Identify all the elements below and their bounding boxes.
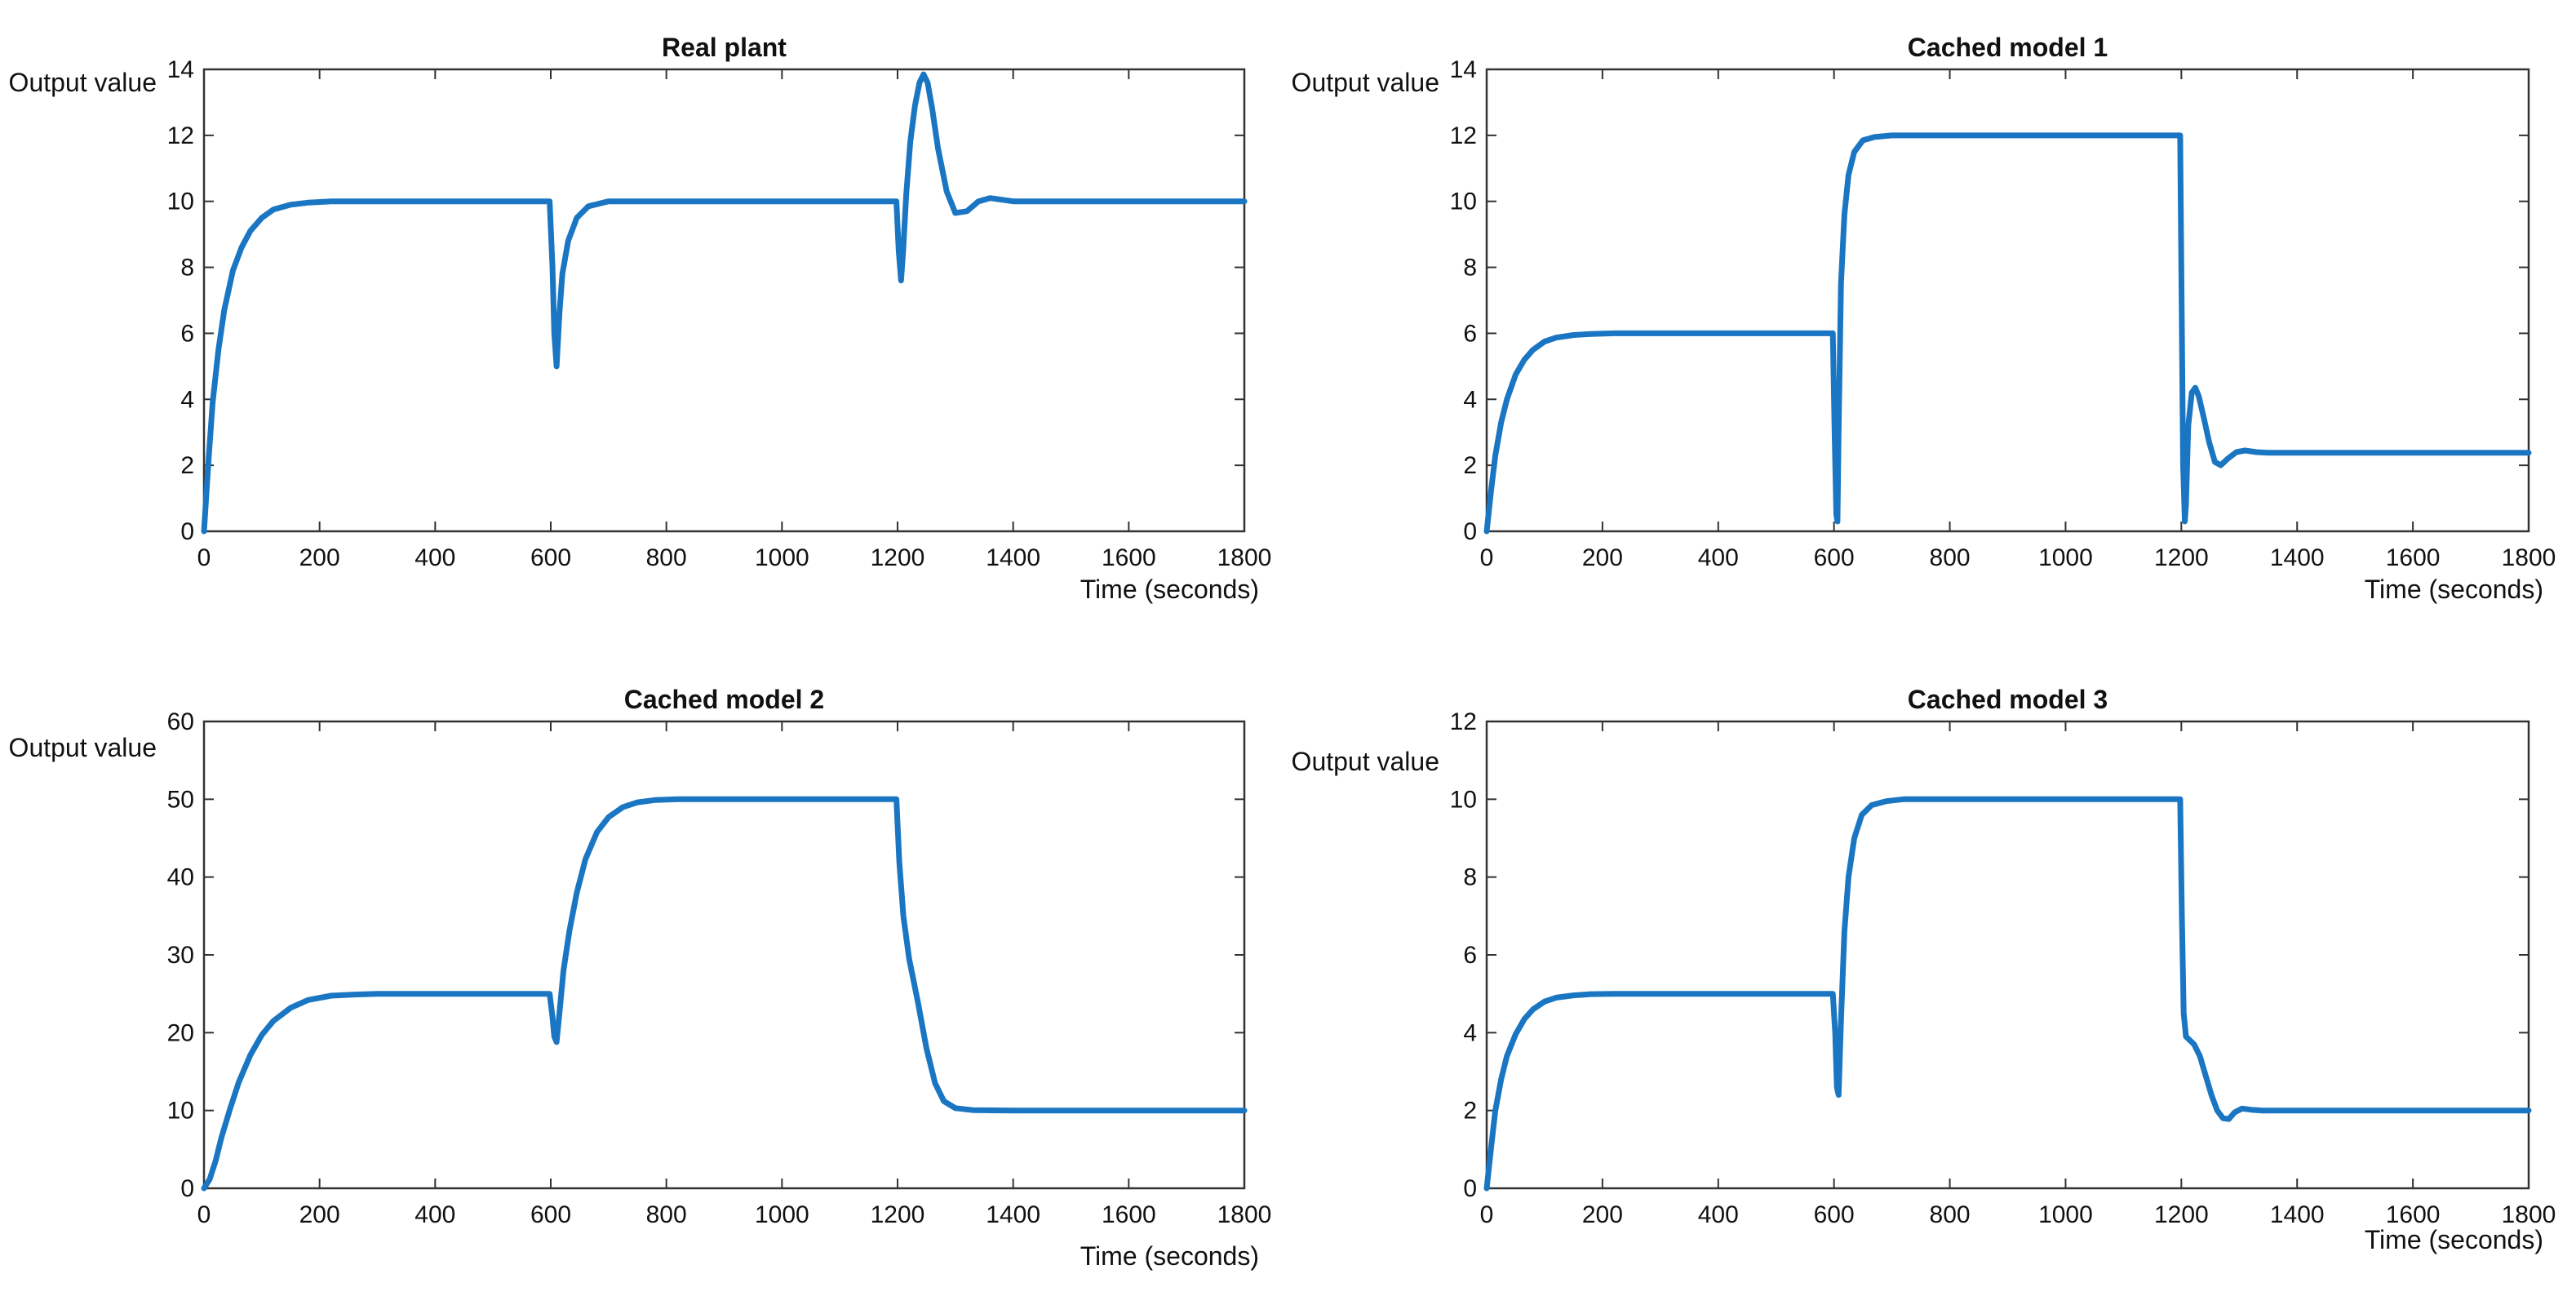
x-tick-label: 1000 [755,544,809,571]
y-tick-label: 10 [167,189,194,215]
x-tick-label: 0 [197,544,211,571]
y-axis-label: Output value [9,733,157,762]
x-tick-label: 1000 [755,1201,809,1228]
x-tick-label: 800 [646,544,687,571]
panel-cached-model-3: 0 200 400 600 800 1000 1200 1400 1600 1800 0 2 4 6 8 10… [1292,685,2556,1254]
y-tick-label: 2 [1463,1098,1477,1125]
x-tick-label: 1800 [2502,544,2556,571]
x-tick-label: 1000 [2038,1201,2093,1228]
y-axis-label: Output value [1292,68,1439,97]
x-tick-label: 1600 [2386,544,2441,571]
x-tick-label: 0 [1480,544,1494,571]
y-tick-label: 8 [180,255,194,282]
x-tick-label: 1800 [2502,1201,2556,1228]
x-tick-label: 200 [1582,1201,1623,1228]
y-tick-label: 12 [167,122,194,149]
tick-group: 0 200 400 600 800 1000 1200 1400 1600 1800 0 10 20 30… [167,708,1272,1228]
axes-frame [1485,720,2530,1190]
y-tick-label: 10 [167,1098,194,1125]
x-tick-label: 1400 [2270,1201,2325,1228]
tick-group: 0 200 400 600 800 1000 1200 1400 1600 1800 0 2 4 6 8 10… [1450,56,2556,571]
x-tick-label: 1600 [1102,1201,1156,1228]
chart-title: Real plant [662,33,787,62]
x-tick-label: 800 [1930,1201,1971,1228]
series-line-output [1483,796,2532,1192]
y-tick-label: 40 [167,864,194,891]
y-tick-label: 4 [180,386,194,413]
chart-title: Cached model 1 [1908,33,2108,62]
x-tick-label: 1400 [2270,544,2325,571]
x-tick-label: 400 [1698,1201,1739,1228]
axes-frame [1485,68,2530,533]
x-axis-label: Time (seconds) [1080,1241,1259,1271]
axes-frame [202,68,1246,533]
axes-frame [202,720,1246,1190]
x-tick-label: 1200 [2154,1201,2209,1228]
panel-real-plant: 0 200 400 600 800 1000 1200 1400 1600 1800 0 2 4 6 8 10… [9,33,1272,604]
y-tick-label: 6 [1463,942,1477,969]
x-tick-label: 1200 [871,544,925,571]
y-tick-label: 50 [167,786,194,813]
x-tick-label: 200 [299,1201,340,1228]
x-tick-label: 600 [530,544,571,571]
x-tick-label: 1600 [1102,544,1156,571]
y-tick-label: 12 [1450,708,1477,735]
y-tick-label: 10 [1450,189,1477,215]
y-tick-label: 14 [1450,56,1477,83]
x-tick-label: 1600 [2386,1201,2441,1228]
y-tick-label: 6 [180,320,194,347]
y-tick-label: 30 [167,942,194,969]
x-tick-label: 1800 [1217,544,1272,571]
y-tick-label: 10 [1450,786,1477,813]
x-tick-label: 400 [1698,544,1739,571]
series-line-output [201,71,1248,535]
x-tick-label: 0 [1480,1201,1494,1228]
y-tick-label: 0 [180,518,194,545]
y-tick-label: 8 [1463,255,1477,282]
x-tick-label: 1200 [2154,544,2209,571]
x-tick-label: 1400 [986,544,1040,571]
y-tick-label: 8 [1463,864,1477,891]
x-tick-label: 1200 [871,1201,925,1228]
series-line-output [1483,132,2532,535]
y-axis-label: Output value [9,68,157,97]
x-tick-label: 600 [530,1201,571,1228]
y-tick-label: 0 [1463,518,1477,545]
series-line-output [201,796,1248,1192]
y-tick-label: 12 [1450,122,1477,149]
x-tick-label: 200 [299,544,340,571]
y-tick-label: 0 [1463,1175,1477,1202]
x-tick-label: 800 [646,1201,687,1228]
x-tick-label: 400 [415,1201,455,1228]
panel-cached-model-1: 0 200 400 600 800 1000 1200 1400 1600 1800 0 2 4 6 8 10… [1292,33,2556,604]
x-tick-label: 800 [1930,544,1971,571]
panel-cached-model-2: 0 200 400 600 800 1000 1200 1400 1600 1800 0 10 20 30… [9,685,1272,1271]
y-tick-label: 4 [1463,1019,1477,1046]
x-axis-label: Time (seconds) [1080,575,1259,604]
y-tick-label: 0 [180,1175,194,1202]
x-tick-label: 1400 [986,1201,1040,1228]
x-tick-label: 400 [415,544,455,571]
y-tick-label: 14 [167,56,194,83]
tick-group: 0 200 400 600 800 1000 1200 1400 1600 1800 0 2 4 6 8 10… [1450,708,2556,1228]
x-tick-label: 200 [1582,544,1623,571]
x-tick-label: 600 [1814,544,1855,571]
x-tick-label: 1000 [2038,544,2093,571]
y-tick-label: 2 [1463,452,1477,479]
x-tick-label: 0 [197,1201,211,1228]
x-tick-label: 600 [1814,1201,1855,1228]
x-axis-label: Time (seconds) [2365,575,2543,604]
y-tick-label: 60 [167,708,194,735]
tick-group: 0 200 400 600 800 1000 1200 1400 1600 1800 0 2 4 6 8 10… [167,56,1272,571]
y-tick-label: 6 [1463,320,1477,347]
x-tick-label: 1800 [1217,1201,1272,1228]
chart-title: Cached model 2 [624,685,824,714]
y-tick-label: 4 [1463,386,1477,413]
chart-title: Cached model 3 [1908,685,2108,714]
x-axis-label: Time (seconds) [2365,1225,2543,1254]
y-tick-label: 20 [167,1019,194,1046]
y-axis-label: Output value [1292,747,1439,776]
y-tick-label: 2 [180,452,194,479]
